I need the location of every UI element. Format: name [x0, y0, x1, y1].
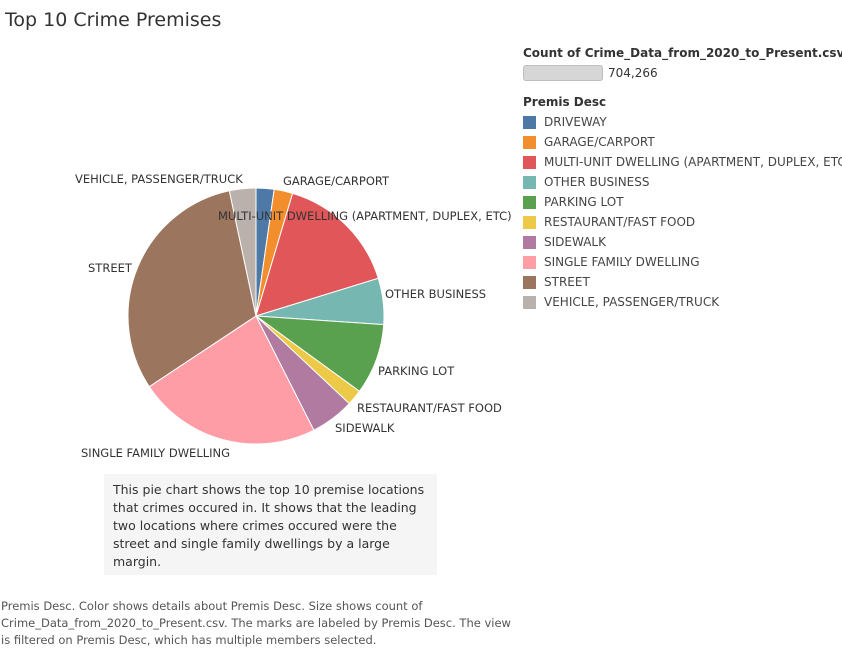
legend-item-single-family-dwelling[interactable]: SINGLE FAMILY DWELLING	[523, 252, 842, 272]
legend-item-vehicle-passenger-truck[interactable]: VEHICLE, PASSENGER/TRUCK	[523, 292, 842, 312]
legend-label: STREET	[544, 275, 590, 289]
slice-label-restaurant-fast-food: RESTAURANT/FAST FOOD	[357, 401, 502, 415]
legend-swatch	[523, 155, 536, 169]
pie-slice-street[interactable]	[127, 190, 257, 388]
legend-item-parking-lot[interactable]: PARKING LOT	[523, 192, 842, 212]
legend-label: OTHER BUSINESS	[544, 175, 650, 189]
legend-label: SINGLE FAMILY DWELLING	[544, 255, 700, 269]
legend-item-other-business[interactable]: OTHER BUSINESS	[523, 172, 842, 192]
color-legend-title: Premis Desc	[523, 95, 607, 109]
legend-label: DRIVEWAY	[544, 115, 607, 129]
size-legend-value: 704,266	[608, 66, 658, 80]
color-legend: Premis Desc DRIVEWAY GARAGE/CARPORT MULTI-…	[523, 95, 842, 312]
slice-label-garage-carport: GARAGE/CARPORT	[283, 174, 390, 188]
legend-label: RESTAURANT/FAST FOOD	[544, 215, 696, 229]
slice-label-multi-unit-dwelling-apartment-duplex-etc: MULTI-UNIT DWELLING (APARTMENT, DUPLEX, …	[218, 209, 512, 223]
legend-label: GARAGE/CARPORT	[544, 135, 655, 149]
slice-label-other-business: OTHER BUSINESS	[385, 287, 486, 301]
legend-swatch	[523, 215, 536, 229]
pie-slice-single-family-dwelling[interactable]	[148, 315, 315, 445]
legend-swatch	[523, 275, 536, 289]
legend-swatch	[523, 135, 536, 149]
slice-label-parking-lot: PARKING LOT	[378, 364, 455, 378]
chart-title: Top 10 Crime Premises	[5, 9, 222, 31]
legend-swatch	[523, 115, 536, 129]
legend-item-sidewalk[interactable]: SIDEWALK	[523, 232, 842, 252]
slice-label-street: STREET	[88, 261, 133, 275]
slice-label-sidewalk: SIDEWALK	[335, 421, 395, 435]
legend-label: PARKING LOT	[544, 195, 624, 209]
slice-label-single-family-dwelling: SINGLE FAMILY DWELLING	[81, 446, 230, 460]
legend-swatch	[523, 195, 536, 209]
legend-item-multi-unit-dwelling-apartment-duplex-etc[interactable]: MULTI-UNIT DWELLING (APARTMENT, DUPLEX, …	[523, 152, 842, 172]
size-legend-title: Count of Crime_Data_from_2020_to_Present…	[523, 46, 842, 60]
pie-slice-vehicle-passenger-truck[interactable]	[228, 187, 257, 317]
size-legend-bar	[523, 65, 603, 81]
legend-swatch	[523, 295, 536, 309]
legend-swatch	[523, 175, 536, 189]
size-legend: Count of Crime_Data_from_2020_to_Present…	[523, 46, 842, 81]
legend-label: VEHICLE, PASSENGER/TRUCK	[544, 295, 720, 309]
legend-item-restaurant-fast-food[interactable]: RESTAURANT/FAST FOOD	[523, 212, 842, 232]
caption: Premis Desc. Color shows details about P…	[1, 599, 511, 647]
slice-label-vehicle-passenger-truck: VEHICLE, PASSENGER/TRUCK	[75, 172, 243, 186]
legend-item-street[interactable]: STREET	[523, 272, 842, 292]
legend-label: MULTI-UNIT DWELLING (APARTMENT, DUPLEX, …	[544, 155, 842, 169]
legend-swatch	[523, 235, 536, 249]
legend-item-garage-carport[interactable]: GARAGE/CARPORT	[523, 132, 842, 152]
pie-slice-multi-unit-dwelling-apartment-duplex-etc[interactable]	[255, 192, 379, 317]
legend-swatch	[523, 255, 536, 269]
legend-item-driveway[interactable]: DRIVEWAY	[523, 112, 842, 132]
annotation-box: This pie chart shows the top 10 premise …	[104, 474, 437, 575]
legend-label: SIDEWALK	[544, 235, 606, 249]
